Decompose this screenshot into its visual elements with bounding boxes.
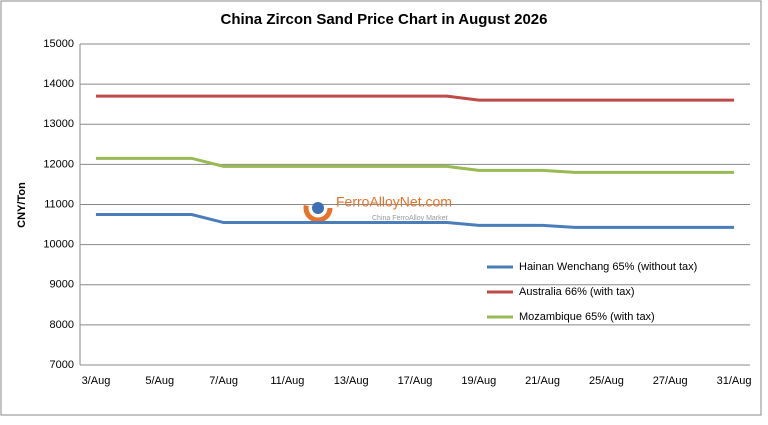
- watermark-sub: China FerroAlloy Market: [372, 215, 448, 222]
- x-tick-label: 3/Aug: [82, 375, 111, 387]
- frame: [0, 0, 762, 416]
- y-axis-label: CNY/Ton: [16, 182, 28, 228]
- legend-label: Australia 66% (with tax): [519, 286, 635, 298]
- x-tick-label: 27/Aug: [653, 375, 688, 387]
- legend-label: Mozambique 65% (with tax): [519, 311, 655, 323]
- x-tick-label: 25/Aug: [589, 375, 624, 387]
- series-line: [95, 94, 735, 102]
- x-tick-label: 11/Aug: [270, 375, 304, 387]
- x-tick-label: 13/Aug: [334, 375, 369, 387]
- chart-title: China Zircon Sand Price Chart in August …: [220, 11, 547, 28]
- legend-label: Hainan Wenchang 65% (without tax): [519, 261, 697, 273]
- series-line: [95, 213, 735, 229]
- x-tick-label: 21/Aug: [525, 375, 560, 387]
- x-tick-label: 19/Aug: [461, 375, 496, 387]
- y-tick-label: 7000: [50, 359, 74, 371]
- y-tick-label: 15000: [43, 38, 74, 50]
- y-tick-label: 14000: [43, 78, 74, 90]
- y-tick-label: 9000: [50, 279, 74, 291]
- x-tick-label: 7/Aug: [209, 375, 238, 387]
- y-tick-label: 10000: [43, 239, 74, 251]
- y-tick-label: 13000: [43, 118, 74, 130]
- watermark: FerroAlloyNet.com: [336, 194, 452, 210]
- series-line: [95, 156, 735, 174]
- y-tick-label: 12000: [43, 158, 74, 170]
- x-tick-label: 17/Aug: [398, 375, 433, 387]
- x-tick-label: 5/Aug: [145, 375, 174, 387]
- y-tick-label: 11000: [44, 198, 74, 210]
- y-tick-label: 8000: [50, 319, 74, 331]
- watermark-logo: [303, 193, 333, 223]
- x-tick-label: 31/Aug: [717, 375, 752, 387]
